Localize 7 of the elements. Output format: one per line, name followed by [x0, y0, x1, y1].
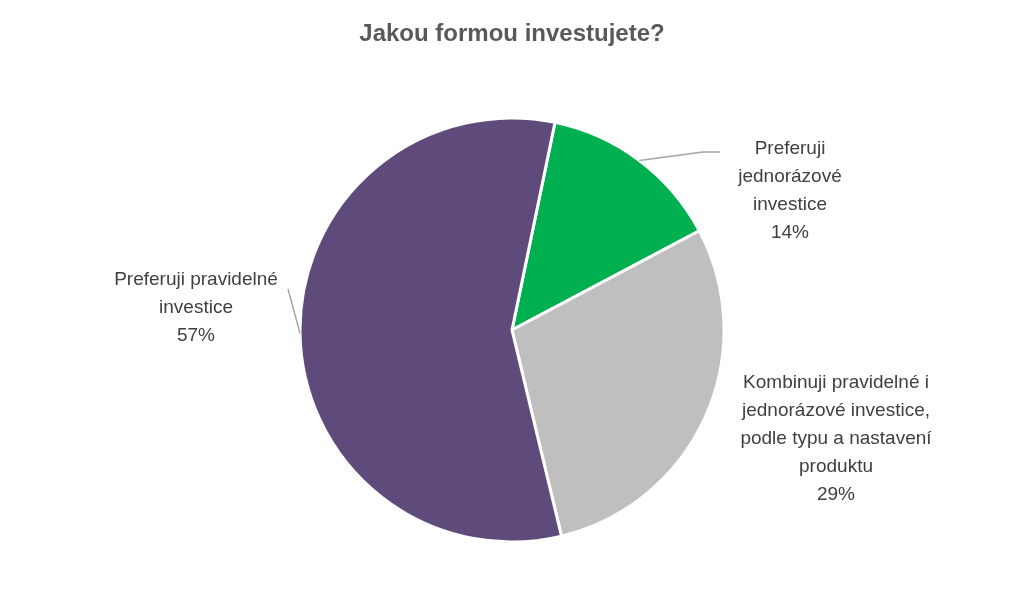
slice-label: Preferuji pravidelné investice	[114, 268, 278, 317]
slice-label: Preferuji jednorázové investice	[737, 137, 842, 214]
data-label: 29%	[816, 483, 856, 504]
data-label: 57%	[176, 324, 216, 345]
slice-label: Kombinuji pravidelné i jednorázové investice, podle typu a nastavení produktu	[740, 371, 933, 476]
data-label: 14%	[770, 221, 810, 242]
chart-title: Jakou formou investujete?	[359, 19, 665, 46]
